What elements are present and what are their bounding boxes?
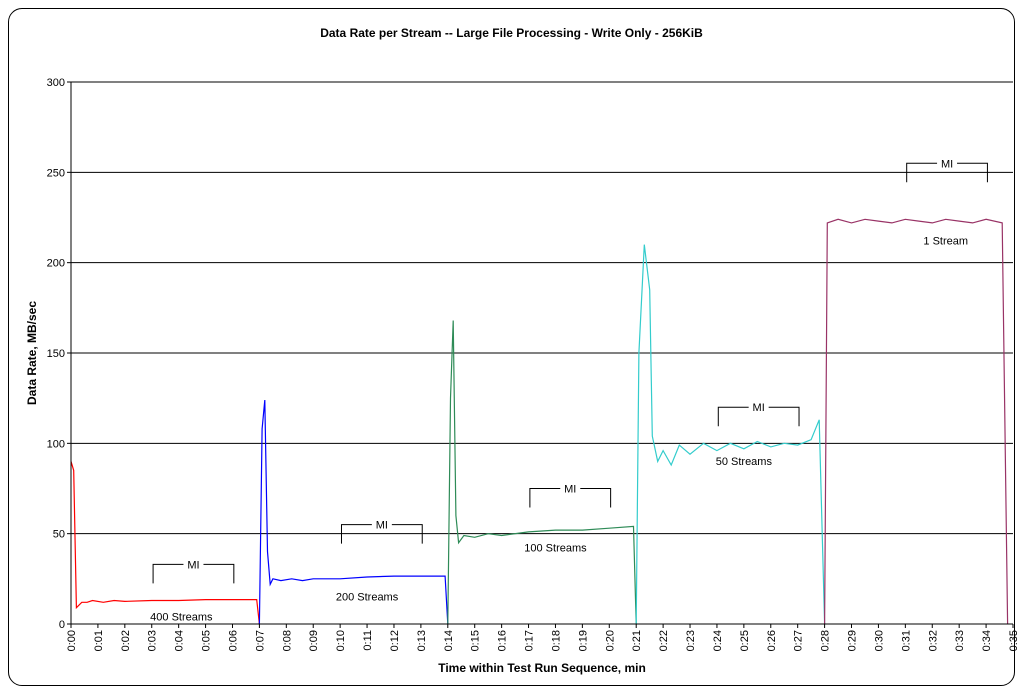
series-line: [70, 461, 260, 625]
y-tick-label: 300: [47, 77, 65, 89]
mi-label: MI: [376, 520, 388, 532]
x-tick-label: 0:13: [416, 630, 428, 651]
mi-bracket: [906, 162, 988, 183]
series-line: [823, 218, 1009, 625]
y-tick-label: 150: [47, 348, 65, 360]
x-axis-label: Time within Test Run Sequence, min: [438, 661, 646, 675]
x-tick-label: 0:10: [335, 630, 347, 651]
y-tick-label: 250: [47, 167, 65, 179]
x-tick-label: 0:11: [362, 630, 374, 651]
x-tick-label: 0:16: [497, 630, 509, 651]
x-tick-label: 0:21: [631, 630, 643, 651]
x-tick-label: 0:31: [900, 630, 912, 651]
x-tick-label: 0:34: [981, 630, 993, 651]
mi-bracket: [717, 406, 800, 427]
series-annotation: 200 Streams: [336, 592, 399, 604]
gridlines: [71, 81, 1013, 535]
series-line: [447, 320, 637, 625]
x-tick-label: 0:20: [604, 630, 616, 651]
mi-bracket: [152, 563, 235, 584]
x-tick-label: 0:00: [66, 630, 78, 651]
x-tick-label: 0:23: [685, 630, 697, 651]
x-tick-label: 0:29: [847, 630, 859, 651]
x-tick-label: 0:25: [739, 630, 751, 651]
x-tick-label: 0:12: [389, 630, 401, 651]
x-tick-label: 0:35: [1008, 630, 1020, 651]
x-tick-label: 0:27: [793, 630, 805, 651]
mi-label: MI: [941, 158, 953, 170]
mi-label: MI: [753, 402, 765, 414]
x-tick-label: 0:02: [120, 630, 132, 651]
x-tick-label: 0:26: [766, 630, 778, 651]
y-tick-label: 50: [53, 529, 65, 541]
x-tick-label: 0:18: [550, 630, 562, 651]
chart-frame: [8, 8, 1015, 686]
x-tick-label: 0:06: [227, 630, 239, 651]
annotations: 400 Streams 200 Streams 100 Streams 50 Stre…: [150, 158, 988, 623]
x-tick-label: 0:05: [201, 630, 213, 651]
x-tick-label: 0:30: [873, 630, 885, 651]
series-annotation: 100 Streams: [524, 543, 587, 555]
x-tick-label: 0:28: [820, 630, 832, 651]
chart-title: Data Rate per Stream -- Large File Proce…: [320, 26, 703, 40]
x-tick-label: 0:04: [174, 630, 186, 651]
series-line: [635, 244, 826, 625]
mi-label: MI: [564, 484, 576, 496]
x-tick-label: 0:32: [927, 630, 939, 651]
x-tick-label: 0:09: [308, 630, 320, 651]
x-tick-label: 0:22: [658, 630, 670, 651]
x-tick-label: 0:07: [254, 630, 266, 651]
x-tick-label: 0:14: [443, 630, 455, 651]
series-annotation: 1 Stream: [923, 236, 968, 248]
y-axis-label: Data Rate, MB/sec: [25, 301, 39, 405]
x-tick-label: 0:03: [147, 630, 159, 651]
series-annotation: 50 Streams: [716, 456, 773, 468]
x-tick-label: 0:17: [524, 630, 536, 651]
axes: 0 50 100 150 200 250 300 0:00 0:01 0:02 0:03 0:04 0:…: [47, 77, 1020, 651]
series-annotation: 400 Streams: [150, 611, 213, 623]
x-tick-label: 0:19: [577, 630, 589, 651]
mi-label: MI: [187, 559, 199, 571]
mi-bracket: [529, 488, 612, 508]
y-tick-label: 200: [47, 258, 65, 270]
x-tick-label: 0:01: [93, 630, 105, 651]
series-lines: [70, 218, 1009, 625]
mi-bracket: [340, 524, 423, 544]
x-tick-label: 0:15: [470, 630, 482, 651]
series-line: [258, 399, 449, 625]
x-tick-label: 0:24: [712, 630, 724, 651]
y-tick-label: 100: [47, 438, 65, 450]
x-tick-label: 0:08: [281, 630, 293, 651]
y-tick-label: 0: [59, 619, 65, 631]
x-tick-label: 0:33: [954, 630, 966, 651]
